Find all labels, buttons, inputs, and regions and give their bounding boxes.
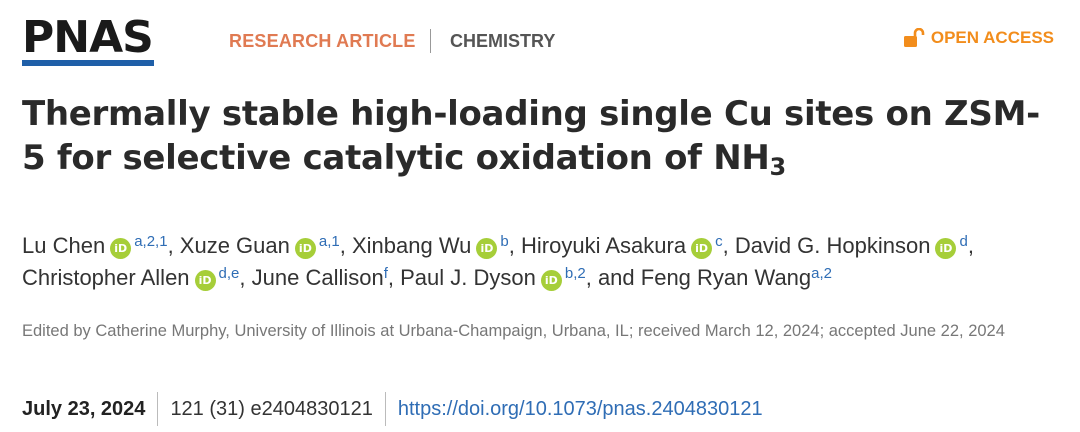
title-text: Thermally stable high-loading single Cu … [22, 94, 1040, 178]
journal-header: PNAS RESEARCH ARTICLE CHEMISTRY OPEN ACC… [22, 14, 1058, 74]
meta-divider [157, 392, 159, 426]
author-name[interactable]: Xinbang Wu [351, 233, 472, 258]
author-item: Feng Ryan Wanga,2 [641, 265, 832, 290]
logo-underline [22, 60, 154, 66]
affiliation-marker[interactable]: f [383, 265, 388, 282]
orcid-icon[interactable]: iD [110, 238, 132, 259]
affiliation-marker[interactable]: d [959, 233, 968, 250]
affiliation-marker[interactable]: d,e [218, 265, 240, 282]
affiliation-marker[interactable]: b,2 [564, 265, 586, 282]
publication-meta: July 23, 2024 121 (31) e2404830121 https… [22, 392, 763, 426]
author-separator: , [967, 233, 974, 258]
orcid-icon[interactable]: iD [476, 238, 498, 259]
author-item: Paul J. Dyson iD b,2, and [400, 265, 641, 291]
subject-label[interactable]: CHEMISTRY [450, 31, 556, 51]
author-item: Xuze Guan iD a,1, [179, 233, 352, 259]
author-name[interactable]: Lu Chen [22, 233, 106, 258]
orcid-icon[interactable]: iD [540, 270, 562, 291]
article-type-label: RESEARCH ARTICLE [229, 31, 416, 51]
orcid-icon[interactable]: iD [294, 238, 316, 259]
article-title: Thermally stable high-loading single Cu … [22, 92, 1062, 189]
author-name[interactable]: June Callison [251, 265, 384, 290]
author-item: Lu Chen iD a,2,1, [22, 233, 180, 259]
author-item: June Callisonf, [252, 265, 400, 290]
doi-link[interactable]: https://doi.org/10.1073/pnas.2404830121 [397, 397, 763, 420]
author-name[interactable]: David G. Hopkinson [734, 233, 931, 258]
author-name[interactable]: Feng Ryan Wang [640, 265, 812, 290]
orcid-icon[interactable]: iD [691, 238, 713, 259]
editor-note: Edited by Catherine Murphy, University o… [22, 322, 1005, 340]
meta-divider [384, 392, 386, 426]
author-list: Lu Chen iD a,2,1, Xuze Guan iD a,1, Xinbang … [22, 230, 1062, 294]
affiliation-marker[interactable]: a,1 [318, 233, 340, 250]
open-access-badge: OPEN ACCESS [903, 28, 1054, 48]
author-name[interactable]: Hiroyuki Asakura [521, 233, 687, 258]
author-name[interactable]: Christopher Allen [22, 265, 190, 290]
author-name[interactable]: Xuze Guan [179, 233, 290, 258]
header-divider [430, 29, 431, 53]
affiliation-marker[interactable]: b [500, 233, 509, 250]
affiliation-marker[interactable]: a,2,1 [134, 233, 168, 250]
title-subscript: 3 [769, 153, 787, 181]
open-access-label: OPEN ACCESS [930, 28, 1054, 47]
author-separator: , [508, 233, 521, 258]
publication-date: July 23, 2024 [22, 397, 146, 420]
author-name[interactable]: Paul J. Dyson [400, 265, 536, 290]
author-separator: , [239, 265, 252, 290]
affiliation-marker[interactable]: c [715, 233, 723, 250]
orcid-icon[interactable]: iD [935, 238, 957, 259]
unlocked-padlock-icon [903, 28, 925, 47]
author-separator: , [387, 265, 401, 290]
citation: 121 (31) e2404830121 [170, 397, 373, 420]
author-item: Hiroyuki Asakura iD c, [521, 233, 735, 259]
author-separator: , [722, 233, 735, 258]
author-separator: , [339, 233, 352, 258]
journal-logo[interactable]: PNAS [22, 12, 154, 63]
author-separator: , [167, 233, 180, 258]
author-item: David G. Hopkinson iD d, [734, 233, 974, 259]
author-item: Christopher Allen iD d,e, [22, 265, 252, 291]
author-separator: , and [585, 265, 641, 290]
author-item: Xinbang Wu iD b, [351, 233, 521, 259]
orcid-icon[interactable]: iD [194, 270, 216, 291]
affiliation-marker[interactable]: a,2 [811, 265, 833, 282]
